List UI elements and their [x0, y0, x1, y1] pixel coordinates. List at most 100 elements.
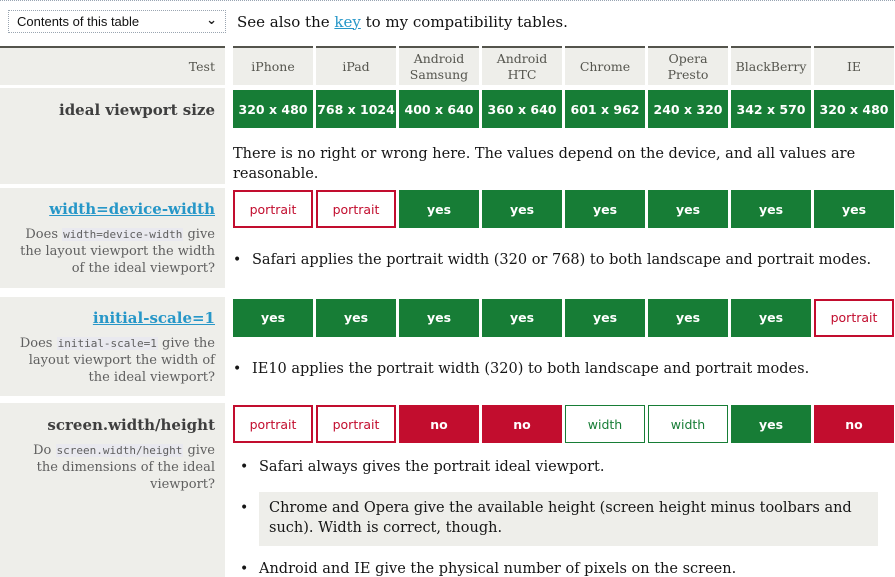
bullet-icon: • — [240, 561, 249, 577]
row-results: portrait portrait yes yes yes yes yes ye… — [233, 188, 894, 288]
result-cell-android-samsung: 400 x 640 — [399, 90, 479, 128]
result-cell-blackberry: yes — [731, 190, 811, 229]
note-item: • Safari always gives the portrait ideal… — [233, 458, 894, 478]
row-initial-scale-1: initial-scale=1 Does initial-scale=1 giv… — [0, 296, 894, 397]
column-header-ipad: iPad — [316, 46, 396, 85]
row-title: screen.width/height — [47, 416, 215, 435]
bullet-icon: • — [240, 500, 249, 517]
column-header-blackberry: BlackBerry — [731, 46, 811, 85]
row-results: 320 x 480 768 x 1024 400 x 640 360 x 640… — [233, 88, 894, 184]
column-header-iphone: iPhone — [233, 46, 313, 85]
result-cell-ipad: portrait — [316, 405, 396, 444]
desc-prefix: Does — [25, 227, 63, 243]
note-text: Chrome and Opera give the available heig… — [259, 492, 878, 547]
note-item: • IE10 applies the portrait width (320) … — [233, 360, 894, 380]
column-header-ie: IE — [814, 46, 894, 85]
result-cell-blackberry: yes — [731, 405, 811, 444]
toolbar: Contents of this table ⌄ See also the ke… — [8, 10, 895, 33]
row-title: ideal viewport size — [59, 101, 215, 119]
result-cell-ipad: 768 x 1024 — [316, 90, 396, 128]
result-cell-chrome: width — [565, 405, 645, 444]
chevron-down-icon: ⌄ — [206, 12, 217, 28]
inline-code: initial-scale=1 — [56, 336, 158, 350]
result-cell-opera-presto: 240 x 320 — [648, 90, 728, 128]
inline-code: screen.width/height — [55, 444, 184, 458]
row-description: Do screen.width/height give the dimensio… — [16, 443, 215, 494]
result-cell-iphone: portrait — [233, 405, 313, 444]
note-text: There is no right or wrong here. The val… — [233, 146, 856, 182]
row-screen-width-height: screen.width/height Do screen.width/heig… — [0, 403, 894, 577]
column-header-chrome: Chrome — [565, 46, 645, 85]
key-link[interactable]: key — [334, 12, 361, 31]
note-text: Safari always gives the portrait ideal v… — [259, 459, 605, 476]
result-cell-chrome: 601 x 962 — [565, 90, 645, 128]
result-cell-ie: portrait — [814, 298, 894, 337]
result-cell-chrome: yes — [565, 190, 645, 229]
result-cell-android-samsung: yes — [399, 190, 479, 229]
row-results: portrait portrait no no width width yes … — [233, 403, 894, 577]
result-cell-ipad: yes — [316, 298, 396, 337]
column-header-android-htc: Android HTC — [482, 46, 562, 85]
note-item: There is no right or wrong here. The val… — [233, 145, 894, 184]
result-cell-ipad: portrait — [316, 190, 396, 229]
row-label-cell: ideal viewport size — [0, 88, 225, 185]
see-also-prefix: See also the — [237, 12, 335, 31]
result-cell-iphone: portrait — [233, 190, 313, 229]
result-cell-android-htc: 360 x 640 — [482, 90, 562, 128]
bullet-icon: • — [240, 459, 249, 476]
select-value: Contents of this table — [17, 14, 140, 29]
row-title-link[interactable]: initial-scale=1 — [92, 308, 215, 327]
result-cell-iphone: yes — [233, 298, 313, 337]
result-cell-android-samsung: no — [399, 405, 479, 444]
result-cell-blackberry: 342 x 570 — [731, 90, 811, 128]
note-item: • Safari applies the portrait width (320… — [233, 251, 894, 271]
result-cell-opera-presto: yes — [648, 298, 728, 337]
table-contents-select[interactable]: Contents of this table ⌄ — [8, 10, 226, 33]
row-description: Does initial-scale=1 give the layout vie… — [16, 336, 215, 387]
browser-column-headers: iPhone iPad Android Samsung Android HTC … — [233, 46, 894, 85]
row-width-device-width: width=device-width Does width=device-wid… — [0, 188, 894, 288]
result-cell-android-samsung: yes — [399, 298, 479, 337]
desc-suffix: give the layout viewport the width of th… — [28, 335, 215, 385]
result-cells: 320 x 480 768 x 1024 400 x 640 360 x 640… — [233, 90, 894, 128]
result-cell-android-htc: yes — [482, 298, 562, 337]
note-text: Android and IE give the physical number … — [259, 561, 737, 577]
note-text: Safari applies the portrait width (320 o… — [252, 252, 872, 269]
row-label-cell: width=device-width Does width=device-wid… — [0, 188, 225, 288]
result-cell-blackberry: yes — [731, 298, 811, 337]
see-also-suffix: to my compatibility tables. — [360, 12, 568, 31]
desc-suffix: give the layout viewport the width of th… — [20, 227, 215, 276]
result-cells: yes yes yes yes yes yes yes portrait — [233, 298, 894, 337]
column-header-opera-presto: Opera Presto — [648, 46, 728, 85]
inline-code: width=device-width — [62, 228, 184, 242]
desc-prefix: Do — [33, 443, 56, 459]
row-label-cell: initial-scale=1 Does initial-scale=1 giv… — [0, 296, 225, 397]
see-also-text: See also the key to my compatibility tab… — [237, 13, 568, 31]
table-header-row: Test iPhone iPad Android Samsung Android… — [0, 46, 894, 85]
row-description: Does width=device-width give the layout … — [16, 227, 215, 278]
result-cell-ie: yes — [814, 190, 894, 229]
result-cell-android-htc: yes — [482, 190, 562, 229]
result-cell-chrome: yes — [565, 298, 645, 337]
result-cell-ie: 320 x 480 — [814, 90, 894, 128]
row-title-link[interactable]: width=device-width — [49, 200, 215, 219]
desc-suffix: give the dimensions of the ideal viewpor… — [36, 443, 215, 493]
note-text: IE10 applies the portrait width (320) to… — [252, 360, 810, 377]
result-cells: portrait portrait yes yes yes yes yes ye… — [233, 190, 894, 229]
result-cell-ie: no — [814, 405, 894, 444]
row-ideal-viewport-size: ideal viewport size 320 x 480 768 x 1024… — [0, 88, 894, 185]
result-cell-opera-presto: yes — [648, 190, 728, 229]
result-cell-android-htc: no — [482, 405, 562, 444]
desc-prefix: Does — [19, 335, 57, 351]
column-header-android-samsung: Android Samsung — [399, 46, 479, 85]
bullet-icon: • — [233, 360, 242, 377]
result-cell-iphone: 320 x 480 — [233, 90, 313, 128]
test-column-header: Test — [0, 46, 225, 85]
note-item: • Android and IE give the physical numbe… — [233, 560, 894, 577]
note-item-highlighted: • Chrome and Opera give the available he… — [233, 492, 894, 547]
result-cell-opera-presto: width — [648, 405, 728, 444]
bullet-icon: • — [233, 252, 242, 269]
result-cells: portrait portrait no no width width yes … — [233, 405, 894, 444]
row-label-cell: screen.width/height Do screen.width/heig… — [0, 403, 225, 577]
